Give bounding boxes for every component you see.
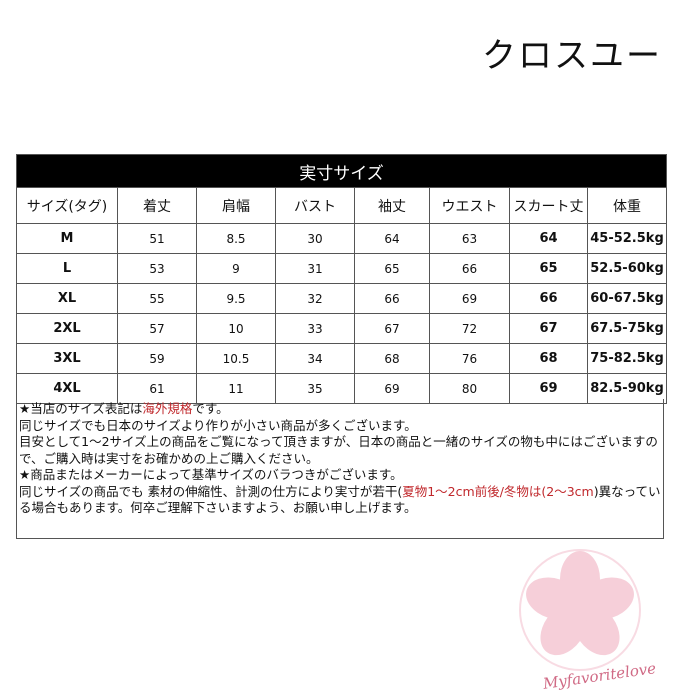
table-cell: 66 — [429, 253, 510, 284]
size-label: XL — [16, 283, 118, 314]
table-cell: 52.5-60kg — [587, 253, 667, 284]
table-cell: 9.5 — [196, 283, 276, 314]
watermark-text: Myfavoritelove — [541, 659, 657, 693]
table-cell: 10 — [196, 313, 276, 344]
sakura-watermark-logo: Myfavoritelove — [519, 549, 657, 693]
table-cell: 9 — [196, 253, 276, 284]
table-row: 2XL 57 10 33 67 72 67 67.5-75kg — [16, 313, 667, 344]
column-header: 体重 — [587, 187, 667, 224]
table-cell: 59 — [117, 343, 197, 374]
note-text: です。 — [192, 401, 229, 416]
table-cell: 8.5 — [196, 223, 276, 254]
table-cell: 60-67.5kg — [587, 283, 667, 314]
table-cell: 55 — [117, 283, 197, 314]
note-line: 同じサイズでも日本のサイズより作りが小さい商品が多くございます。 — [19, 417, 417, 433]
size-label: 4XL — [16, 373, 118, 404]
size-label: M — [16, 223, 118, 254]
header-row: サイズ(タグ) 着丈 肩幅 バスト 袖丈 ウエスト スカート丈 体重 — [16, 187, 667, 224]
column-header: サイズ(タグ) — [16, 187, 118, 224]
table-row: 4XL 61 11 35 69 80 69 82.5-90kg — [16, 373, 667, 404]
column-header: ウエスト — [429, 187, 510, 224]
table-title: 実寸サイズ — [16, 154, 667, 188]
table-cell: 67 — [509, 313, 588, 344]
table-row: 3XL 59 10.5 34 68 76 68 75-82.5kg — [16, 343, 667, 374]
note-highlight: 夏物1～2cm前後/冬物は(2～3cm — [402, 483, 594, 499]
table-cell: 64 — [354, 223, 430, 254]
size-label: 3XL — [16, 343, 118, 374]
size-label: L — [16, 253, 118, 284]
table-cell: 53 — [117, 253, 197, 284]
column-header: スカート丈 — [509, 187, 588, 224]
table-cell: 34 — [275, 343, 355, 374]
note-text: )異なっている場合もあります。何卒ご理解下さいますよう、お願い申し上げます。 — [19, 483, 661, 516]
table-row: M 51 8.5 30 64 63 64 45-52.5kg — [16, 223, 667, 254]
brand-title: クロスユー — [482, 36, 662, 76]
note-text: 同じサイズの商品でも 素材の伸縮性、計測の仕方により実寸が若干( — [19, 483, 403, 499]
table-cell: 65 — [509, 253, 588, 284]
table-cell: 45-52.5kg — [587, 223, 667, 254]
table-cell: 68 — [354, 343, 430, 374]
size-notes: ★当店のサイズ表記は海外規格です。 同じサイズでも日本のサイズより作りが小さい商… — [16, 399, 664, 539]
table-cell: 72 — [429, 313, 510, 344]
table-cell: 75-82.5kg — [587, 343, 667, 374]
column-header: 袖丈 — [354, 187, 430, 224]
note-line: 目安として1～2サイズ上の商品をご覧になって頂きますが、日本の商品と一緒のサイズ… — [19, 434, 658, 466]
table-cell: 69 — [509, 373, 588, 404]
table-cell: 66 — [354, 283, 430, 314]
note-highlight: 海外規格 — [142, 401, 193, 416]
table-cell: 61 — [117, 373, 197, 404]
column-header: 着丈 — [117, 187, 197, 224]
table-cell: 82.5-90kg — [587, 373, 667, 404]
size-table: 実寸サイズ サイズ(タグ) 着丈 肩幅 バスト 袖丈 ウエスト スカート丈 体重 M 51 8.5… — [16, 154, 667, 404]
table-cell: 32 — [275, 283, 355, 314]
column-header: バスト — [275, 187, 355, 224]
table-row: XL 55 9.5 32 66 69 66 60-67.5kg — [16, 283, 667, 314]
table-cell: 31 — [275, 253, 355, 284]
table-cell: 10.5 — [196, 343, 276, 374]
note-line: ★商品またはメーカーによって基準サイズのバラつきがございます。 — [19, 467, 403, 482]
note-text: ★当店のサイズ表記は — [19, 401, 143, 416]
table-cell: 69 — [429, 283, 510, 314]
table-cell: 66 — [509, 283, 588, 314]
table-row: L 53 9 31 65 66 65 52.5-60kg — [16, 253, 667, 284]
column-header: 肩幅 — [196, 187, 276, 224]
note-line: 同じサイズの商品でも 素材の伸縮性、計測の仕方により実寸が若干(夏物1～2cm前… — [19, 484, 661, 517]
table-cell: 76 — [429, 343, 510, 374]
table-cell: 64 — [509, 223, 588, 254]
table-cell: 65 — [354, 253, 430, 284]
table-cell: 57 — [117, 313, 197, 344]
table-cell: 35 — [275, 373, 355, 404]
table-cell: 63 — [429, 223, 510, 254]
table-cell: 67.5-75kg — [587, 313, 667, 344]
table-cell: 30 — [275, 223, 355, 254]
size-label: 2XL — [16, 313, 118, 344]
table-cell: 51 — [117, 223, 197, 254]
table-cell: 67 — [354, 313, 430, 344]
note-line: ★当店のサイズ表記は海外規格です。 — [19, 401, 661, 418]
table-cell: 33 — [275, 313, 355, 344]
table-cell: 68 — [509, 343, 588, 374]
